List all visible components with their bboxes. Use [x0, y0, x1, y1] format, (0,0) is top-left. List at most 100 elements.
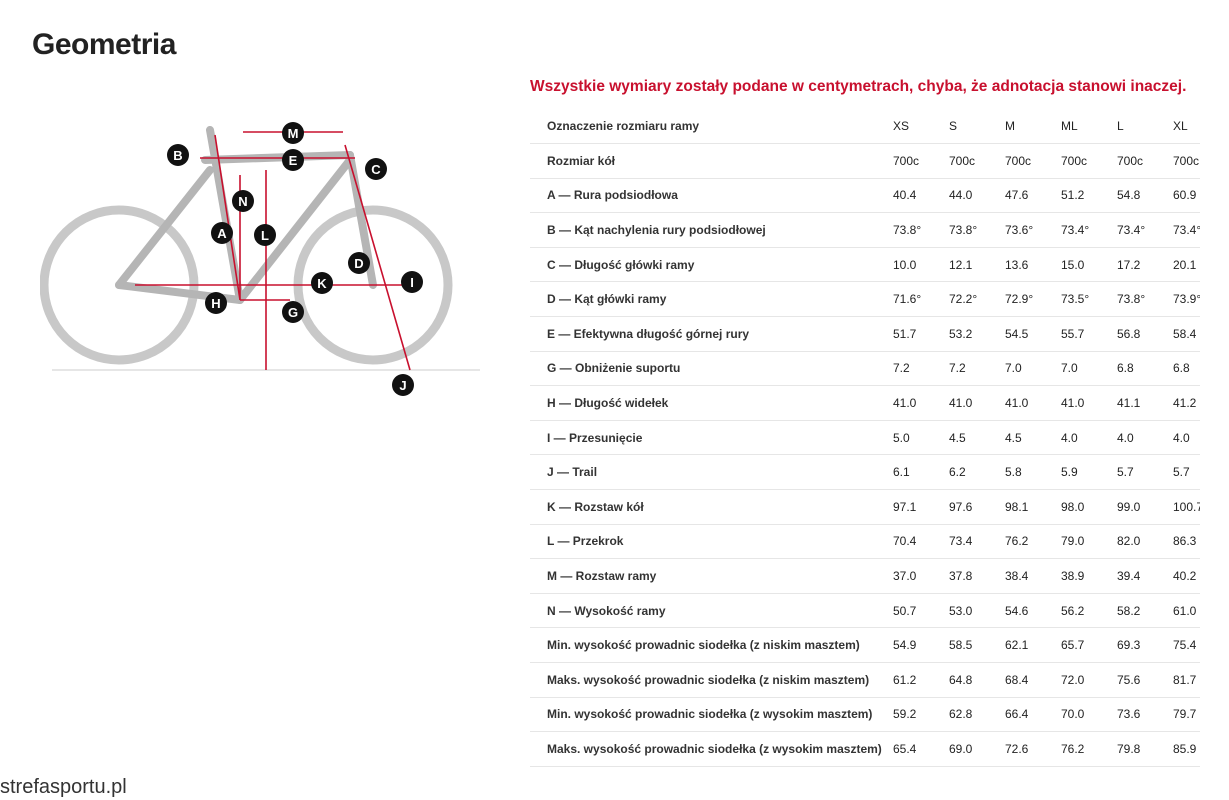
cell: 54.5 [1005, 316, 1061, 352]
cell: 73.9° [1173, 281, 1200, 318]
cell: 7.2 [893, 351, 949, 387]
table-row: J — Trail 6.1 6.2 5.8 5.9 5.7 5.7 [530, 454, 1200, 491]
table-row: Oznaczenie rozmiaru ramy XS S M ML L XL [530, 109, 1200, 145]
row-label: Rozmiar kół [530, 143, 893, 179]
cell: 58.4 [1173, 316, 1200, 352]
marker-circle [348, 252, 370, 274]
row-label: J — Trail [530, 454, 893, 491]
cell: 61.0 [1173, 593, 1200, 629]
cell: 76.2 [1061, 731, 1117, 767]
cell: 41.2 [1173, 385, 1200, 421]
cell: 44.0 [949, 178, 1005, 214]
cell: 97.6 [949, 489, 1005, 525]
marker-label: B [173, 148, 182, 163]
marker-label: G [288, 305, 298, 320]
cell: 73.8° [1117, 281, 1173, 318]
cell: 6.2 [949, 454, 1005, 491]
cell: XL [1173, 109, 1200, 145]
cell: S [949, 109, 1005, 145]
bike-diagram: B ME C N A L D K I H G J [40, 122, 480, 396]
cell: 73.6° [1005, 212, 1061, 248]
marker-circle [254, 224, 276, 246]
cell: 68.4 [1005, 662, 1061, 698]
table-row: I — Przesunięcie 5.0 4.5 4.5 4.0 4.0 4.0 [530, 420, 1200, 456]
cell: 4.0 [1061, 420, 1117, 456]
cell: 73.8° [949, 212, 1005, 248]
row-label: K — Rozstaw kół [530, 489, 893, 525]
cell: 41.0 [1005, 385, 1061, 421]
table-row: N — Wysokość ramy 50.7 53.0 54.6 56.2 58.2 61.… [530, 593, 1200, 629]
marker-label: M [288, 126, 299, 141]
cell: L [1117, 109, 1173, 145]
table-row: M — Rozstaw ramy 37.0 37.8 38.4 38.9 39.4 40.2 [530, 558, 1200, 594]
cell: 73.4° [1173, 212, 1200, 248]
cell: 40.2 [1173, 558, 1200, 594]
cell: 700c [1005, 143, 1061, 179]
cell: 7.2 [949, 351, 1005, 387]
cell: 15.0 [1061, 247, 1117, 283]
cell: 38.4 [1005, 558, 1061, 594]
cell: 7.0 [1061, 351, 1117, 387]
cell: 55.7 [1061, 316, 1117, 352]
cell: 73.4 [949, 524, 1005, 560]
marker-circle [392, 374, 414, 396]
cell: 72.0 [1061, 662, 1117, 698]
cell: 73.8° [893, 212, 949, 248]
cell: 73.6 [1117, 697, 1173, 733]
cell: 7.0 [1005, 351, 1061, 387]
cell: 73.4° [1117, 212, 1173, 248]
marker-label: K [317, 276, 327, 291]
cell: 51.2 [1061, 178, 1117, 214]
row-label: E — Efektywna długość górnej rury [530, 316, 893, 352]
row-label: D — Kąt główki ramy [530, 281, 893, 318]
cell: 73.4° [1061, 212, 1117, 248]
cell: 5.7 [1117, 454, 1173, 491]
cell: 37.8 [949, 558, 1005, 594]
cell: 4.0 [1117, 420, 1173, 456]
cell: 85.9 [1173, 731, 1200, 767]
cell: 70.4 [893, 524, 949, 560]
cell: 700c [1061, 143, 1117, 179]
cell: 5.7 [1173, 454, 1200, 491]
marker-circle [232, 190, 254, 212]
cell: 61.2 [893, 662, 949, 698]
row-label: A — Rura podsiodłowa [530, 178, 893, 214]
table-row: Min. wysokość prowadnic siodełka (z wyso… [530, 697, 1200, 733]
table-row: Min. wysokość prowadnic siodełka (z nisk… [530, 627, 1200, 663]
cell: 58.2 [1117, 593, 1173, 629]
table-row: K — Rozstaw kół 97.1 97.6 98.1 98.0 99.0 100.7 [530, 489, 1200, 525]
row-label: Maks. wysokość prowadnic siodełka (z nis… [530, 662, 893, 698]
marker-label: H [211, 296, 220, 311]
table-row: H — Długość widełek 41.0 41.0 41.0 41.0 41.1 4… [530, 385, 1200, 421]
row-label: L — Przekrok [530, 524, 893, 560]
marker-circle [282, 301, 304, 323]
table-row: A — Rura podsiodłowa 40.4 44.0 47.6 51.2 54.8… [530, 178, 1200, 214]
marker-label: C [371, 162, 381, 177]
row-label: I — Przesunięcie [530, 420, 893, 456]
cell: 64.8 [949, 662, 1005, 698]
cell: XS [893, 109, 949, 145]
cell: 17.2 [1117, 247, 1173, 283]
cell: 4.5 [949, 420, 1005, 456]
row-label: Oznaczenie rozmiaru ramy [530, 109, 893, 145]
row-label: Maks. wysokość prowadnic siodełka (z wys… [530, 731, 893, 767]
cell: 41.0 [893, 385, 949, 421]
marker-label: D [354, 256, 363, 271]
row-label: Min. wysokość prowadnic siodełka (z nisk… [530, 627, 893, 663]
row-label: N — Wysokość ramy [530, 593, 893, 629]
cell: 40.4 [893, 178, 949, 214]
geometry-table: Oznaczenie rozmiaru ramy XS S M ML L XL Rozmiar… [530, 109, 1200, 767]
cell: 79.0 [1061, 524, 1117, 560]
cell: 4.5 [1005, 420, 1061, 456]
cell: 700c [1117, 143, 1173, 179]
marker-circle [401, 271, 423, 293]
marker-circle [311, 272, 333, 294]
marker-circle [205, 292, 227, 314]
cell: 79.7 [1173, 697, 1200, 733]
cell: 62.1 [1005, 627, 1061, 663]
cell: 56.8 [1117, 316, 1173, 352]
marker-label: E [289, 153, 298, 168]
table-row: D — Kąt główki ramy 71.6° 72.2° 72.9° 73.5° 7… [530, 281, 1200, 318]
cell: 700c [1173, 143, 1200, 179]
